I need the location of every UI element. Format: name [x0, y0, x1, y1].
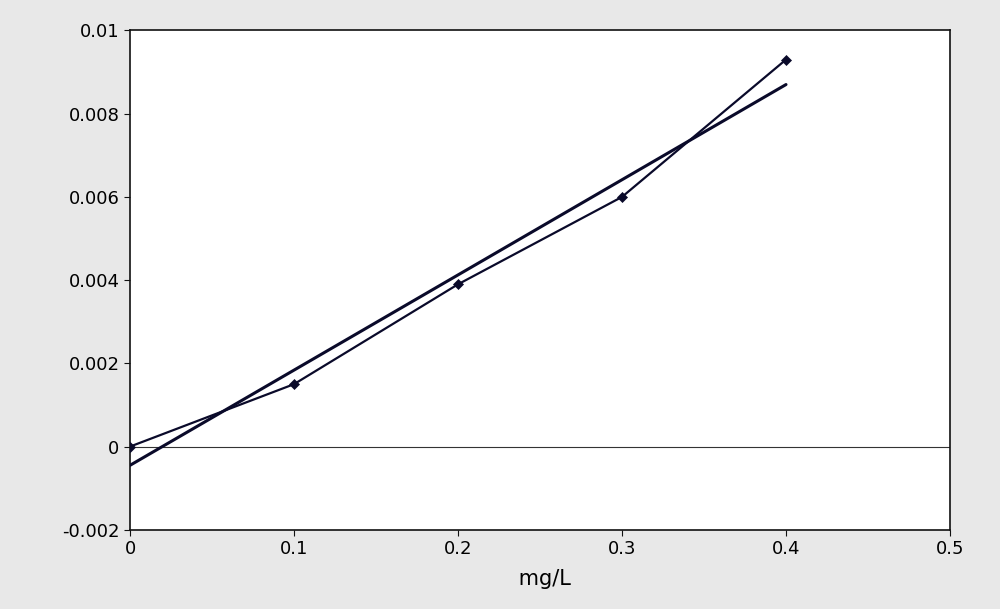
- Y-axis label: 吸光度: 吸光度: [31, 272, 51, 288]
- X-axis label: 浓度（mg/L）: 浓度（mg/L）: [503, 569, 577, 590]
